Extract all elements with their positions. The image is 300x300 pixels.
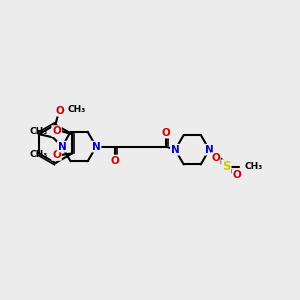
Text: O: O xyxy=(211,153,220,163)
Text: O: O xyxy=(52,150,61,160)
Text: O: O xyxy=(52,126,61,136)
Text: CH₃: CH₃ xyxy=(30,151,48,160)
Text: CH₃: CH₃ xyxy=(30,127,48,136)
Text: S: S xyxy=(222,160,231,173)
Text: O: O xyxy=(233,170,242,180)
Text: O: O xyxy=(56,106,64,116)
Text: N: N xyxy=(92,142,100,152)
Text: CH₃: CH₃ xyxy=(68,105,86,114)
Text: CH₃: CH₃ xyxy=(245,162,263,171)
Text: N: N xyxy=(171,145,180,155)
Text: N: N xyxy=(205,145,214,155)
Text: O: O xyxy=(161,128,170,138)
Text: N: N xyxy=(58,142,66,152)
Text: O: O xyxy=(110,155,119,166)
